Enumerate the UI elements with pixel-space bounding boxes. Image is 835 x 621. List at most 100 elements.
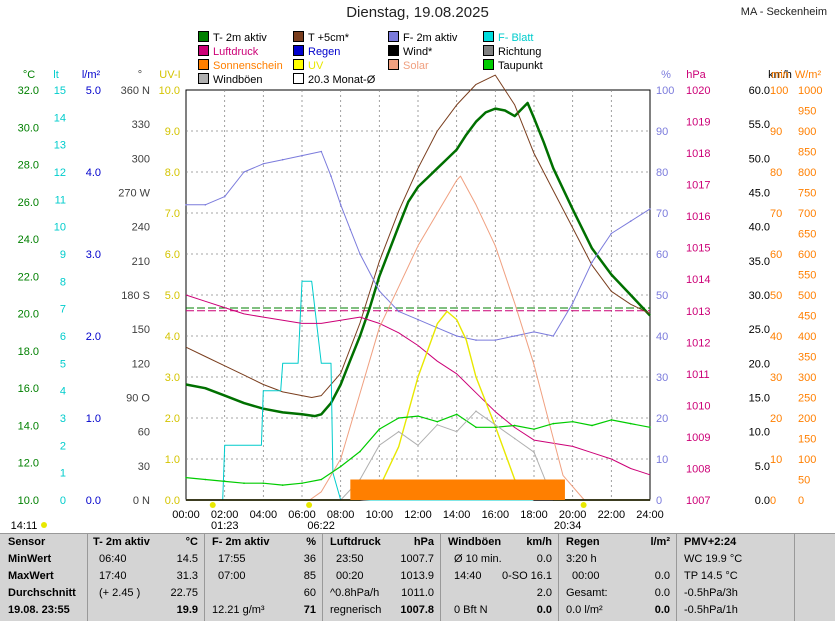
gust-head: Windböen [448,536,502,548]
axis-tick-label: 50.0 [749,153,770,165]
series-point [281,158,284,161]
axis-tick-label: 600 [798,249,816,261]
axis-tick-label: 13 [54,140,66,152]
series-point [610,419,613,421]
series-point [494,424,497,426]
legend-label: Solar [403,60,429,72]
axis-tick-label: 9 [60,249,66,261]
axis-tick-label: 0 [60,495,66,507]
axis-tick-label: 500 [798,290,816,302]
gust-max-time: 14:40 [454,570,482,582]
press-trend-3h: -0.5hPa/3h [684,587,738,599]
axis-tick-label: 750 [798,188,816,200]
gust-column: Windböen km/h Ø 10 min. 0.0 14:40 0-SO 16.1 … [440,534,559,621]
axis-tick-label: 5.0 [165,290,180,302]
gust-current: 0.0 [536,604,552,616]
axis-tick-label: 1000 [798,85,822,97]
axis-tick-label: 4 [60,386,66,398]
current-label: 19.08. 23:55 [8,604,70,616]
series-point [475,339,477,341]
legend-item-3: F- Blatt [483,31,533,44]
axis-tick-label: 50 [798,475,810,487]
axis-tick-label: 100 [656,85,674,97]
series-point [397,430,400,433]
press-min: 1007.7 [400,553,434,565]
axis-tick-label: 10.0 [749,427,770,439]
axis-tick-label: 12.0 [18,458,39,470]
series-point [591,261,593,264]
sensor-column: Sensor MinWert MaxWert Durchschnitt 19.0… [0,534,88,621]
axis-unit-label: W/m² [795,69,822,81]
x-tick-label: 08:00 [327,509,355,521]
axis-tick-label: 20.0 [749,358,770,370]
press-trend: ^0.8hPa/h [330,587,380,599]
series-point [204,478,207,481]
hum-max: 85 [303,570,316,582]
x-tick-label: 10:00 [366,509,394,521]
temp-min: 14.5 [176,553,198,565]
gust-max: 16.1 [530,570,552,582]
axis-tick-label: 28.0 [18,160,39,172]
series-point [494,339,497,341]
max-label: MaxWert [8,570,54,582]
axis-tick-label: 55.0 [749,119,770,131]
axis-unit-label: min [771,69,789,81]
axis-tick-label: 9.0 [165,126,180,138]
series-point [436,420,439,423]
x-tick-label: 20:00 [559,509,587,521]
axis-tick-label: 0.0 [755,495,770,507]
station-name: MA - Seckenheim [740,6,827,18]
hum-avg: 60 [303,587,316,599]
legend-label: T +5cm* [308,32,350,44]
axis-tick-label: 1009 [686,432,710,444]
axis-tick-label: 30.0 [18,122,39,134]
axis-tick-label: 32.0 [18,85,39,97]
sunset-time: 20:34 [554,520,582,530]
gust-avg: 2.0 [536,587,552,599]
axis-tick-label: 300 [798,372,816,384]
legend-item-10: Solar [388,59,429,72]
legend-label: Sonnenschein [213,60,283,72]
axis-tick-label: 150 [132,324,150,336]
gust-max-dir: 0-SO [502,570,528,582]
press-unit: hPa [413,536,434,548]
axis-tick-label: 200 [798,413,816,425]
x-tick-label: 04:00 [250,509,278,521]
series-point [397,417,400,419]
rain-max: 0.0 [654,570,670,582]
series-point [204,204,207,206]
current-time-marker [41,522,47,528]
axis-unit-label: km/h [768,69,792,81]
axis-tick-label: 0 [798,495,804,507]
axis-tick-label: 1007 [686,495,710,507]
axis-tick-label: 24.0 [18,234,39,246]
axis-tick-label: 1014 [686,274,710,286]
axis-tick-label: 12 [54,167,66,179]
hum-current: 71 [303,604,316,616]
axis-tick-label: 270 W [118,188,150,200]
series-point [320,478,323,481]
axis-tick-label: 5.0 [86,85,101,97]
legend-item-0: T- 2m aktiv [198,31,267,44]
series-point [591,424,593,427]
axis-tick-label: 0 [770,495,776,507]
legend-label: Wind* [403,46,433,58]
axis-tick-label: 0 N [133,495,150,507]
legend-item-11: Taupunkt [483,59,543,72]
legend-label: Windböen [213,74,263,86]
abs-humidity: 12.21 g/m³ [212,604,265,616]
axis-tick-label: 7.0 [165,208,180,220]
series-point [629,220,632,222]
axis-tick-label: 0.0 [165,495,180,507]
x-tick-label: 02:00 [211,509,239,521]
axis-tick-label: 900 [798,126,816,138]
axis-tick-label: 360 N [121,85,150,97]
hum-max-time: 07:00 [218,570,246,582]
legend-swatch [483,59,494,70]
axis-tick-label: 30 [770,372,782,384]
legend-item-9: UV [293,59,323,72]
rain-unit: l/m² [650,536,670,548]
series-point [436,327,439,329]
axis-tick-label: 1013 [686,306,710,318]
series-point [455,413,458,416]
